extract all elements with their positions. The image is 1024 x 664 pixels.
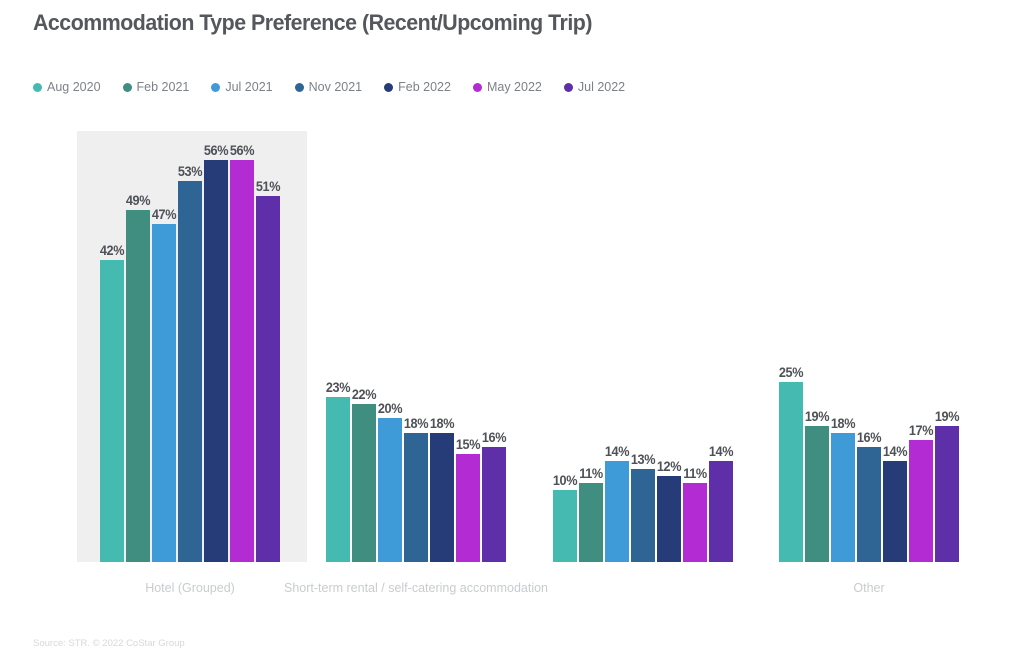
legend-label: Feb 2021	[136, 80, 190, 94]
bar-group-3: 25% 19% 18% 16% 14% 17% 19%	[779, 131, 960, 562]
legend-item-may-2022[interactable]: May 2022	[472, 80, 542, 94]
bar-jul-2021[interactable]: 20%	[378, 401, 403, 562]
legend: Aug 2020 Feb 2021 Jul 2021 Nov 2021 Feb 2022…	[33, 80, 625, 94]
bar-value-label: 23%	[325, 379, 351, 395]
legend-item-jul-2022[interactable]: Jul 2022	[563, 80, 626, 94]
legend-item-feb-2022[interactable]: Feb 2022	[384, 80, 451, 94]
bar-value-label: 10%	[552, 473, 578, 489]
bar-value-label: 14%	[708, 444, 734, 460]
bar-jul-2022[interactable]: 16%	[482, 430, 507, 562]
bar-jul-2022[interactable]: 19%	[935, 409, 960, 562]
legend-swatch-icon	[33, 82, 42, 92]
bar-jul-2021[interactable]: 47%	[152, 207, 177, 562]
bar-feb-2022[interactable]: 56%	[204, 143, 229, 562]
bar-may-2022[interactable]: 15%	[456, 437, 481, 562]
bar-value-label: 15%	[455, 437, 481, 453]
bar-value-label: 20%	[377, 401, 403, 417]
legend-item-feb-2021[interactable]: Feb 2021	[122, 80, 190, 94]
bar-feb-2022[interactable]: 14%	[883, 444, 908, 562]
bar-value-label: 14%	[604, 444, 630, 460]
bar-nov-2021[interactable]: 18%	[404, 416, 429, 562]
legend-item-nov-2021[interactable]: Nov 2021	[294, 80, 363, 94]
bar-value-label: 56%	[203, 142, 229, 158]
bar-group-2: 10% 11% 14% 13% 12% 11% 14%	[553, 131, 734, 562]
bar-value-label: 25%	[778, 365, 804, 381]
bar-value-label: 17%	[908, 422, 934, 438]
legend-swatch-icon	[472, 82, 482, 92]
bar-value-label: 12%	[656, 458, 682, 474]
bar-group-1: 23% 22% 20% 18% 18% 15% 16%	[326, 131, 507, 562]
bar-nov-2021[interactable]: 13%	[631, 452, 656, 562]
plot-area: 42% 49% 47% 53% 56% 56% 51% 23% 22% 20% 18% 18% 15% 1…	[0, 131, 1024, 562]
bar-nov-2021[interactable]: 16%	[857, 430, 882, 562]
bar-feb-2021[interactable]: 49%	[126, 193, 151, 562]
legend-label: Feb 2022	[398, 80, 451, 94]
legend-label: Nov 2021	[308, 80, 363, 94]
legend-swatch-icon	[384, 82, 394, 92]
category-label-0: Hotel (Grouped)	[145, 581, 235, 595]
bar-value-label: 18%	[429, 415, 455, 431]
bar-group-0: 42% 49% 47% 53% 56% 56% 51%	[100, 131, 281, 562]
bar-value-label: 49%	[125, 193, 151, 209]
bar-value-label: 11%	[683, 465, 707, 481]
bar-value-label: 53%	[177, 164, 203, 180]
bar-value-label: 56%	[229, 142, 255, 158]
bar-value-label: 19%	[934, 408, 960, 424]
bar-value-label: 14%	[882, 444, 908, 460]
bar-feb-2021[interactable]: 11%	[579, 466, 603, 562]
legend-item-aug-2020[interactable]: Aug 2020	[33, 80, 101, 94]
bar-jul-2022[interactable]: 51%	[256, 179, 281, 562]
bar-feb-2022[interactable]: 12%	[657, 459, 682, 562]
legend-label: Jul 2022	[577, 80, 626, 94]
bar-jul-2022[interactable]: 14%	[709, 444, 734, 562]
bar-may-2022[interactable]: 17%	[909, 423, 934, 562]
bar-feb-2022[interactable]: 18%	[430, 416, 455, 562]
bar-value-label: 13%	[630, 451, 656, 467]
category-label-3: Other	[853, 581, 885, 595]
legend-swatch-icon	[122, 82, 132, 92]
source-note: Source: STR. © 2022 CoStar Group	[33, 638, 185, 649]
bar-aug-2020[interactable]: 42%	[100, 243, 125, 562]
category-label-1: Short-term rental / self-catering accomm…	[284, 581, 548, 595]
chart-title: Accommodation Type Preference (Recent/Up…	[33, 10, 592, 35]
bar-aug-2020[interactable]: 25%	[779, 365, 804, 562]
legend-swatch-icon	[563, 82, 573, 92]
bar-value-label: 16%	[481, 430, 507, 446]
bar-value-label: 51%	[255, 178, 281, 194]
bar-feb-2021[interactable]: 22%	[352, 387, 377, 562]
bar-feb-2021[interactable]: 19%	[805, 409, 830, 562]
bar-value-label: 18%	[830, 415, 856, 431]
bar-jul-2021[interactable]: 14%	[605, 444, 630, 562]
legend-label: May 2022	[486, 80, 542, 94]
legend-swatch-icon	[294, 82, 304, 92]
bar-value-label: 19%	[804, 408, 830, 424]
bar-value-label: 11%	[579, 465, 603, 481]
legend-label: Aug 2020	[47, 80, 101, 94]
bar-aug-2020[interactable]: 10%	[553, 473, 578, 562]
bar-value-label: 22%	[351, 386, 377, 402]
legend-item-jul-2021[interactable]: Jul 2021	[211, 80, 273, 94]
legend-swatch-icon	[211, 82, 221, 92]
bar-jul-2021[interactable]: 18%	[831, 416, 856, 562]
bar-nov-2021[interactable]: 53%	[178, 164, 203, 562]
bar-value-label: 42%	[99, 243, 125, 259]
bar-aug-2020[interactable]: 23%	[326, 380, 351, 562]
legend-label: Jul 2021	[225, 80, 273, 94]
bar-value-label: 47%	[151, 207, 177, 223]
bar-may-2022[interactable]: 11%	[683, 466, 707, 562]
bar-value-label: 18%	[403, 415, 429, 431]
bar-value-label: 16%	[856, 430, 882, 446]
category-axis: Hotel (Grouped) Short-term rental / self-…	[0, 581, 1024, 597]
bar-may-2022[interactable]: 56%	[230, 143, 255, 562]
